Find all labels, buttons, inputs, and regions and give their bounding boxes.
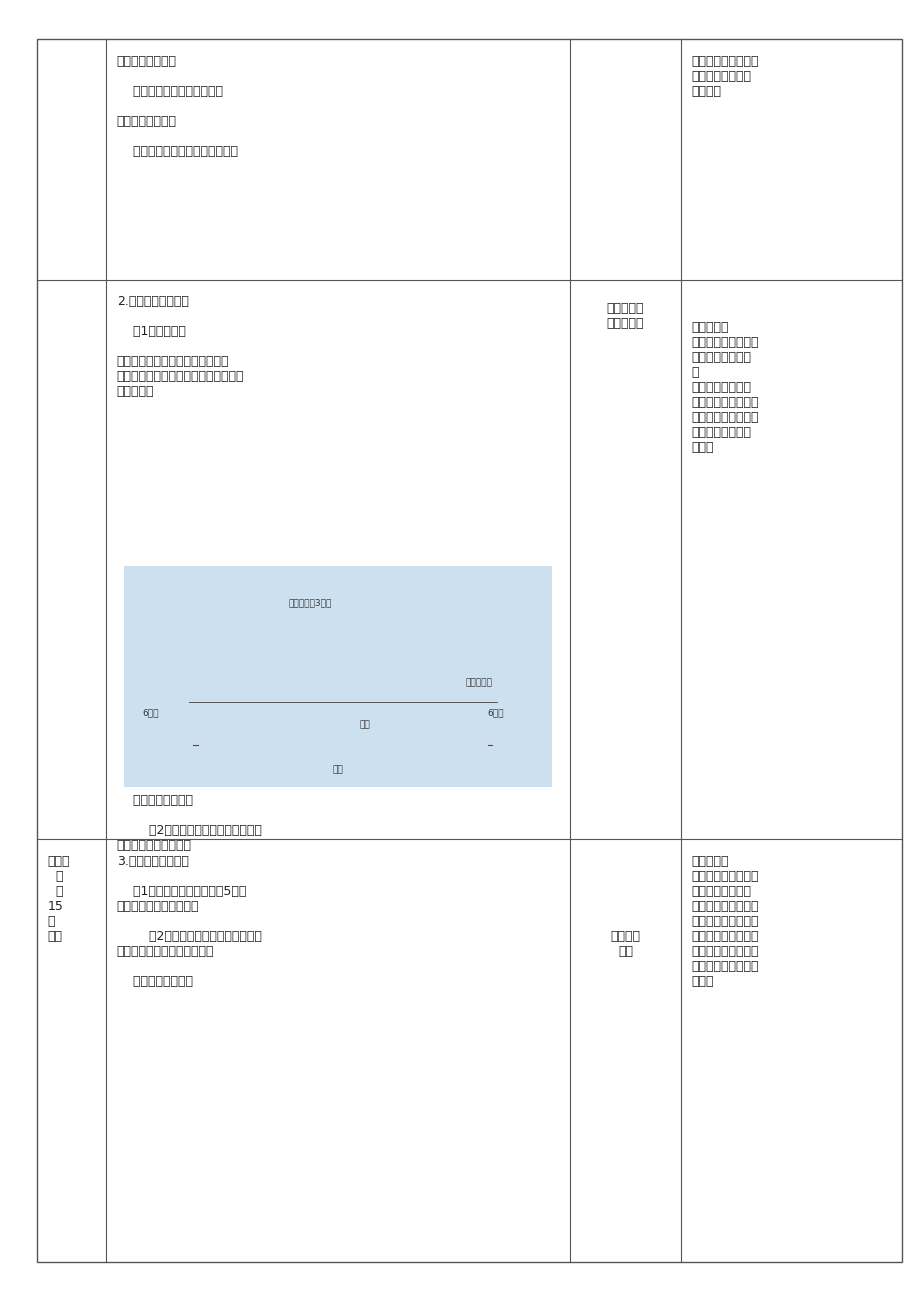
Text: 鞋宽的一半: 鞋宽的一半 xyxy=(465,678,492,687)
Text: 相同点和不同点。初
步了解缝鞋套的基
本步骤。: 相同点和不同点。初 步了解缝鞋套的基 本步骤。 xyxy=(691,55,758,98)
Bar xyxy=(188,664,496,748)
Bar xyxy=(124,566,551,787)
Text: 观察、发
现。: 观察、发 现。 xyxy=(610,930,640,959)
Text: 动手尝试，
先折后剪。: 动手尝试， 先折后剪。 xyxy=(607,302,643,330)
Text: 2.鞋套的画样裁剪。

    （1）设计画样

邀请一名学生上台测量出鞋长、鞋
宽、鞋高，教师同时引导学生在卡纸上
设计画样。: 2.鞋套的画样裁剪。 （1）设计画样 邀请一名学生上台测量出鞋长、鞋 宽、鞋高，… xyxy=(117,295,244,398)
Text: 通过比赛促
进学习。能在有限的
时间里完成鞋套两
侧缝合的学生，一定
是技术熟练，且有巧
办法。让优秀学生上
台演示，使其体验成
功的喜悦，学会分享
也有助: 通过比赛促 进学习。能在有限的 时间里完成鞋套两 侧缝合的学生，一定 是技术熟练… xyxy=(691,855,758,987)
Text: 穿密管宽约3厘米: 穿密管宽约3厘米 xyxy=(289,598,332,608)
Text: 对比总结相同点。

    （板书）裁剪、缝制、翻面

比较得出不同点：

    （板书）画样、缝穿带管、穿带: 对比总结相同点。 （板书）裁剪、缝制、翻面 比较得出不同点： （板书）画样、缝穿… xyxy=(117,55,238,157)
Text: 鞋长: 鞋长 xyxy=(333,765,343,774)
Text: 鞋高: 鞋高 xyxy=(359,721,369,730)
Text: 3.将鞋套两侧缝合。

    （1）比一比，使用明攻针5分钟
内完成鞋套两侧的缝合。

        （2）邀请一名比赛胜出的学生上
台演示缝合技巧：数针连: 3.将鞋套两侧缝合。 （1）比一比，使用明攻针5分钟 内完成鞋套两侧的缝合。 （… xyxy=(117,855,261,987)
Bar xyxy=(133,585,542,755)
Text: 探究学
  习
  （
15
分
钟）: 探究学 习 （ 15 分 钟） xyxy=(48,855,70,943)
Text: 6厘米: 6厘米 xyxy=(142,708,159,717)
Text: 学生自己动
手测量收集数据，引
导学生运用这些数
据
在卡纸上进行设计
画样、放样，从而得
到一个纸样，为课后
制作第二个鞋套做
铺垫。: 学生自己动 手测量收集数据，引 导学生运用这些数 据 在卡纸上进行设计 画样、放… xyxy=(691,321,758,454)
Text: （板书）大小准确

        （2）教师边讲解边示范裁剪：沿
着纸样边框进行裁剪。: （板书）大小准确 （2）教师边讲解边示范裁剪：沿 着纸样边框进行裁剪。 xyxy=(117,794,261,852)
Text: 6厘米: 6厘米 xyxy=(487,708,504,717)
